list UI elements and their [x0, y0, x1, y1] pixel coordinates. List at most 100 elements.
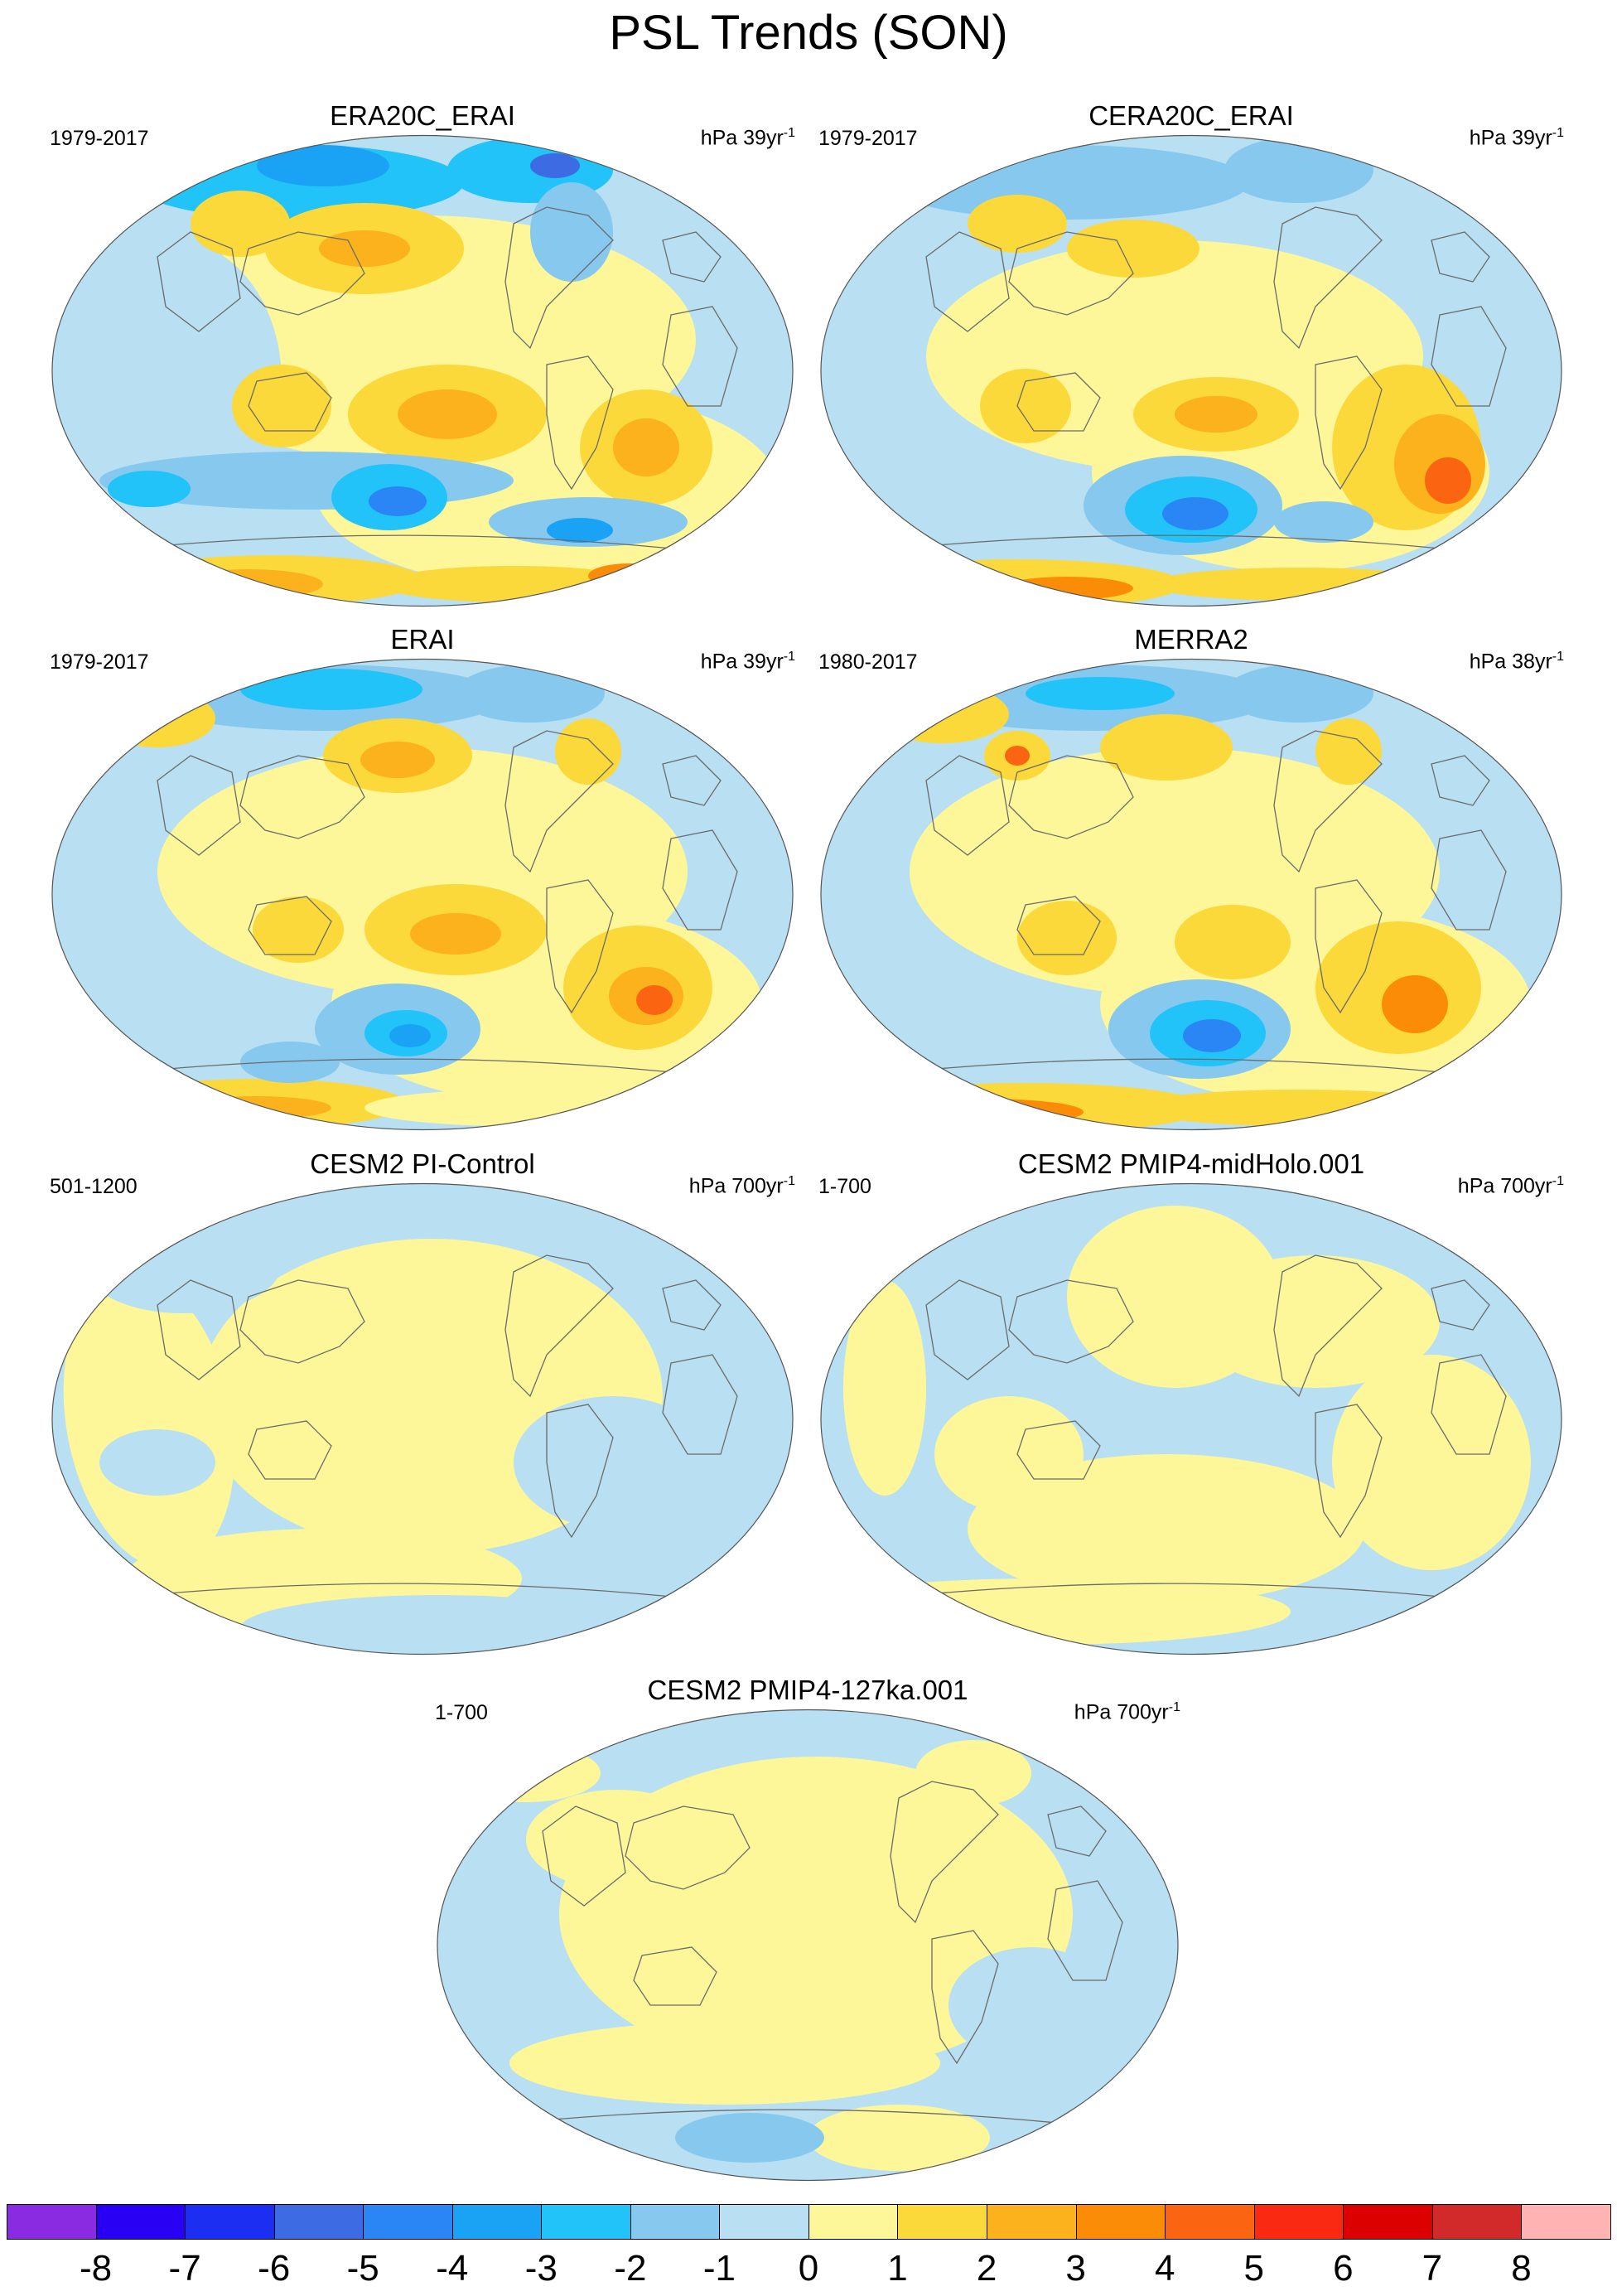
- map-border: [820, 134, 1562, 607]
- trend-contour-region: [360, 742, 435, 778]
- colorbar-tick-label: 4: [1154, 2248, 1175, 2289]
- trend-contour-region: [240, 1042, 340, 1083]
- coastline: [925, 755, 1010, 856]
- trend-contour-region: [1175, 396, 1257, 433]
- coastline: [662, 829, 738, 930]
- trend-contour-region: [613, 418, 679, 476]
- coastline: [546, 355, 614, 491]
- coastline: [931, 1930, 999, 2065]
- coastline: [1431, 1354, 1507, 1455]
- map-border: [820, 1182, 1562, 1656]
- colorbar-tick-label: 2: [976, 2248, 997, 2289]
- trend-contour-region: [364, 1090, 663, 1126]
- trend-contour-region: [410, 913, 501, 955]
- trend-contour-region: [108, 471, 191, 507]
- panel-title: CERA20C_ERAI: [1088, 100, 1294, 131]
- coastline: [239, 231, 365, 316]
- trend-contour-region: [636, 985, 673, 1015]
- trend-contour-region: [588, 563, 671, 588]
- panel-period: 1979-2017: [50, 650, 149, 674]
- trend-contour-region: [232, 365, 331, 447]
- coastline: [239, 1279, 365, 1364]
- coastline: [1016, 1420, 1101, 1480]
- trend-contour-region: [808, 2105, 990, 2171]
- coastline: [1431, 755, 1490, 806]
- map-border: [51, 134, 794, 607]
- trend-contour-region: [514, 1396, 712, 1529]
- trend-contour-region: [257, 145, 389, 186]
- coastline: [917, 1058, 1465, 1075]
- figure-title: PSL Trends (SON): [609, 6, 1008, 60]
- coastline: [1016, 372, 1101, 432]
- coastline: [157, 231, 241, 332]
- panel-period: 501-1200: [50, 1175, 138, 1198]
- coastline: [504, 1254, 614, 1398]
- trend-contour-region: [843, 1280, 926, 1496]
- trend-contour-region: [885, 145, 1249, 220]
- coastline: [1431, 829, 1507, 930]
- trend-map: [51, 1182, 794, 1656]
- coastline: [542, 1805, 626, 1907]
- coastline: [1008, 231, 1134, 316]
- panel-title: CESM2 PI-Control: [310, 1148, 535, 1179]
- trend-contour-region: [885, 1099, 1084, 1125]
- coastline: [546, 879, 614, 1014]
- map-panel-erai: ERAI 1979-2017 hPa 39yr-1: [50, 623, 795, 1137]
- colorbar-tick-label: -7: [168, 2248, 201, 2289]
- trend-contour-region: [530, 153, 580, 178]
- colorbar-swatch: [273, 2204, 364, 2240]
- trend-contour-region: [868, 569, 1001, 599]
- coastline: [925, 1279, 1010, 1380]
- trend-contour-region: [369, 486, 427, 516]
- trend-contour-region: [182, 1096, 331, 1119]
- panel-period: 1980-2017: [818, 650, 918, 674]
- trend-map: [820, 1182, 1562, 1656]
- coastline: [662, 306, 738, 407]
- colorbar-swatch: [897, 2204, 988, 2240]
- coastline: [1431, 1279, 1490, 1331]
- trend-map: [820, 134, 1562, 607]
- trend-contour-region: [476, 2096, 625, 2146]
- trend-contour-region: [1224, 137, 1373, 203]
- trend-contour-region: [451, 1744, 601, 1802]
- colorbar-boxes: [7, 2204, 1611, 2240]
- colorbar-tick-label: -8: [79, 2248, 113, 2289]
- trend-contour-region: [456, 665, 605, 723]
- colorbar-tick-label: -2: [614, 2248, 647, 2289]
- coastline: [157, 1279, 241, 1380]
- colorbar: -8 -7 -6 -5 -4 -3 -2 -1 0 1 2 3 4 5 6 7 8: [7, 2204, 1611, 2295]
- map-border: [51, 658, 794, 1131]
- trend-map: [437, 1709, 1179, 2182]
- coastline: [1315, 1404, 1383, 1539]
- trend-contour-region: [948, 1947, 1114, 2063]
- colorbar-tick-label: -6: [258, 2248, 291, 2289]
- map-border: [51, 1182, 794, 1656]
- coastline: [917, 534, 1465, 552]
- coastline: [1273, 1254, 1383, 1398]
- panel-title: CESM2 PMIP4-midHolo.001: [1017, 1148, 1365, 1179]
- colorbar-swatch: [1253, 2204, 1344, 2240]
- trend-contour-region: [1005, 746, 1030, 766]
- colorbar-swatch: [630, 2204, 721, 2240]
- coastline: [148, 1058, 697, 1075]
- trend-contour-region: [1183, 1019, 1241, 1052]
- coastline: [1008, 755, 1134, 839]
- coastline: [917, 1583, 1465, 1600]
- colorbar-swatch: [363, 2204, 453, 2240]
- trend-contour-region: [1017, 901, 1117, 975]
- coastline: [1273, 730, 1383, 873]
- colorbar-swatch: [1075, 2204, 1166, 2240]
- trend-contour-region: [980, 369, 1071, 443]
- trend-map: [51, 134, 794, 607]
- coastline: [1047, 1880, 1123, 1981]
- trend-contour-region: [240, 669, 422, 710]
- trend-contour-region: [389, 1024, 431, 1047]
- trend-contour-region: [852, 559, 1183, 607]
- coastline: [633, 1946, 717, 2006]
- trend-contour-region: [1100, 714, 1233, 781]
- colorbar-tick-label: -1: [702, 2248, 736, 2289]
- trend-contour-region: [1332, 1355, 1531, 1570]
- trend-contour-region: [99, 689, 215, 747]
- coastline: [248, 1420, 332, 1480]
- trend-contour-region: [191, 191, 290, 257]
